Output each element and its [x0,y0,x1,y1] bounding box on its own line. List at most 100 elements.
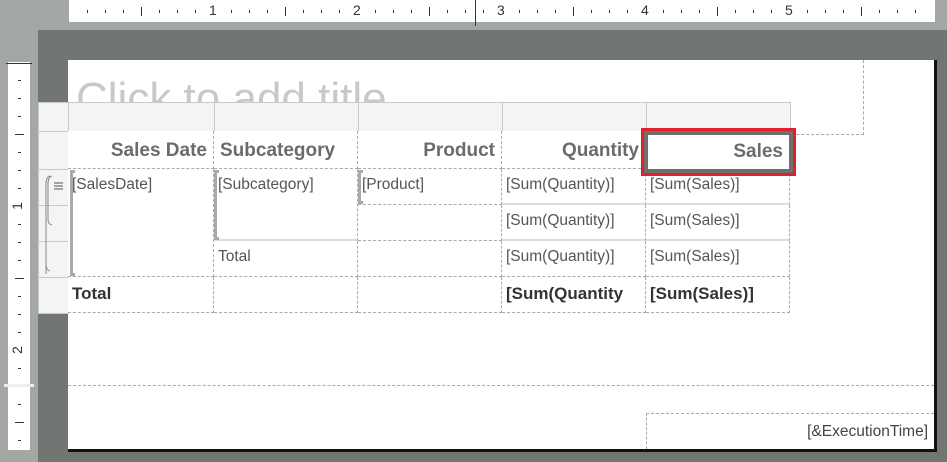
ruler-tick [411,10,412,13]
horizontal-ruler: 1 2 3 4 5 [69,0,935,26]
data-cell[interactable]: [Sum(Quantity)] [502,241,646,277]
ruler-tick [15,278,24,279]
ruler-tick [519,10,520,13]
ruler-tick [393,10,394,13]
ruler-tick [735,10,736,13]
grand-total-cell[interactable]: [Sum(Sales)] [646,277,790,313]
column-handle[interactable] [358,102,503,132]
column-handle[interactable] [68,102,215,132]
column-header-cell[interactable]: Sales Date [68,131,214,169]
column-handle[interactable] [214,102,359,132]
group-bracket-icon [70,170,75,276]
ruler-tick [681,10,682,13]
column-handle[interactable] [646,102,791,132]
data-cell[interactable]: [Sum(Sales)] [646,205,790,241]
ruler-tick [18,224,21,225]
subcategory-group-cell[interactable]: [Subcategory] [214,169,358,241]
ruler-label: 2 [8,346,25,354]
ruler-tick [303,10,304,13]
ruler-tick [18,80,21,81]
row-group-lines-icon[interactable] [43,174,65,280]
ruler-label: 4 [641,2,649,18]
ruler-tick [609,10,610,13]
ruler-tick [429,7,430,16]
ruler-label: 1 [209,2,217,18]
ruler-tick [771,10,772,13]
ruler-tick [861,7,862,16]
selected-sales-header-cell[interactable]: Sales [641,128,796,176]
ruler-tick [18,98,21,99]
grand-total-cell[interactable]: [Sum(Quantity [502,277,646,313]
ruler-tick [285,7,286,16]
ruler-tick [375,10,376,13]
footer-boundary-marker[interactable] [4,384,34,387]
ruler-tick [18,170,21,171]
ruler-tick [897,10,898,13]
ruler-tick [18,314,21,315]
body-footer-separator[interactable] [68,385,934,386]
ruler-label: 5 [785,2,793,18]
row-handle[interactable] [38,277,69,314]
grand-total-cell[interactable] [358,277,502,313]
ruler-tick [843,10,844,13]
product-cell[interactable] [358,205,502,241]
ruler-tick [555,10,556,13]
ruler-tick [699,10,700,13]
ruler-tick [18,152,21,153]
tablix-corner-handle[interactable] [38,102,69,132]
ruler-tick [18,242,21,243]
grand-total-cell[interactable] [214,277,358,313]
ruler-tick [18,332,21,333]
ruler-tick [15,134,24,135]
ruler-tick [717,7,718,16]
subcategory-total-cell[interactable]: Total [214,241,358,277]
data-cell[interactable]: [Sum(Quantity)] [502,205,646,241]
column-handle[interactable] [502,102,647,132]
ruler-tick [18,440,21,441]
ruler-tick [231,10,232,13]
ruler-tick [18,260,21,261]
row-group-lines-icon [45,175,63,280]
ruler-tick [18,296,21,297]
column-header-cell[interactable]: Quantity [502,131,646,169]
ruler-tick [807,10,808,13]
data-cell[interactable]: [Sum(Quantity)] [502,169,646,205]
row-handle[interactable] [38,131,69,170]
ruler-tick [879,10,880,13]
ruler-tick [483,10,484,13]
product-cell[interactable] [358,241,502,277]
ruler-tick [339,10,340,13]
column-header-cell[interactable]: Subcategory [214,131,358,169]
execution-time-textbox[interactable]: [&ExecutionTime] [646,413,934,449]
sales-header-text: Sales [648,135,789,169]
ruler-tick [15,422,24,423]
ruler-tick [321,10,322,13]
ruler-tick [123,10,124,13]
ruler-tick [249,10,250,13]
ruler-label: 2 [353,2,361,18]
ruler-tick [663,10,664,13]
ruler-tick [447,10,448,13]
ruler-tick [465,10,466,13]
grand-total-label-cell[interactable]: Total [68,277,214,313]
ruler-tick [105,10,106,13]
row-handle[interactable] [38,205,69,242]
ruler-tick [141,7,142,16]
ruler-tick [177,10,178,13]
ruler-tick [18,404,21,405]
ruler-tick [159,10,160,13]
ruler-tick [18,188,21,189]
group-bracket-icon [358,170,363,204]
ruler-tick [267,10,268,13]
sales-date-group-cell[interactable]: [SalesDate] [68,169,214,277]
ruler-label: 3 [497,2,505,18]
data-cell[interactable]: [Sum(Sales)] [646,241,790,277]
ruler-marker [475,0,476,26]
ruler-tick [753,10,754,13]
product-group-cell[interactable]: [Product] [358,169,502,205]
column-header-cell[interactable]: Product [358,131,502,169]
ruler-tick [825,10,826,13]
ruler-tick [195,10,196,13]
ruler-top-marker [6,63,32,64]
